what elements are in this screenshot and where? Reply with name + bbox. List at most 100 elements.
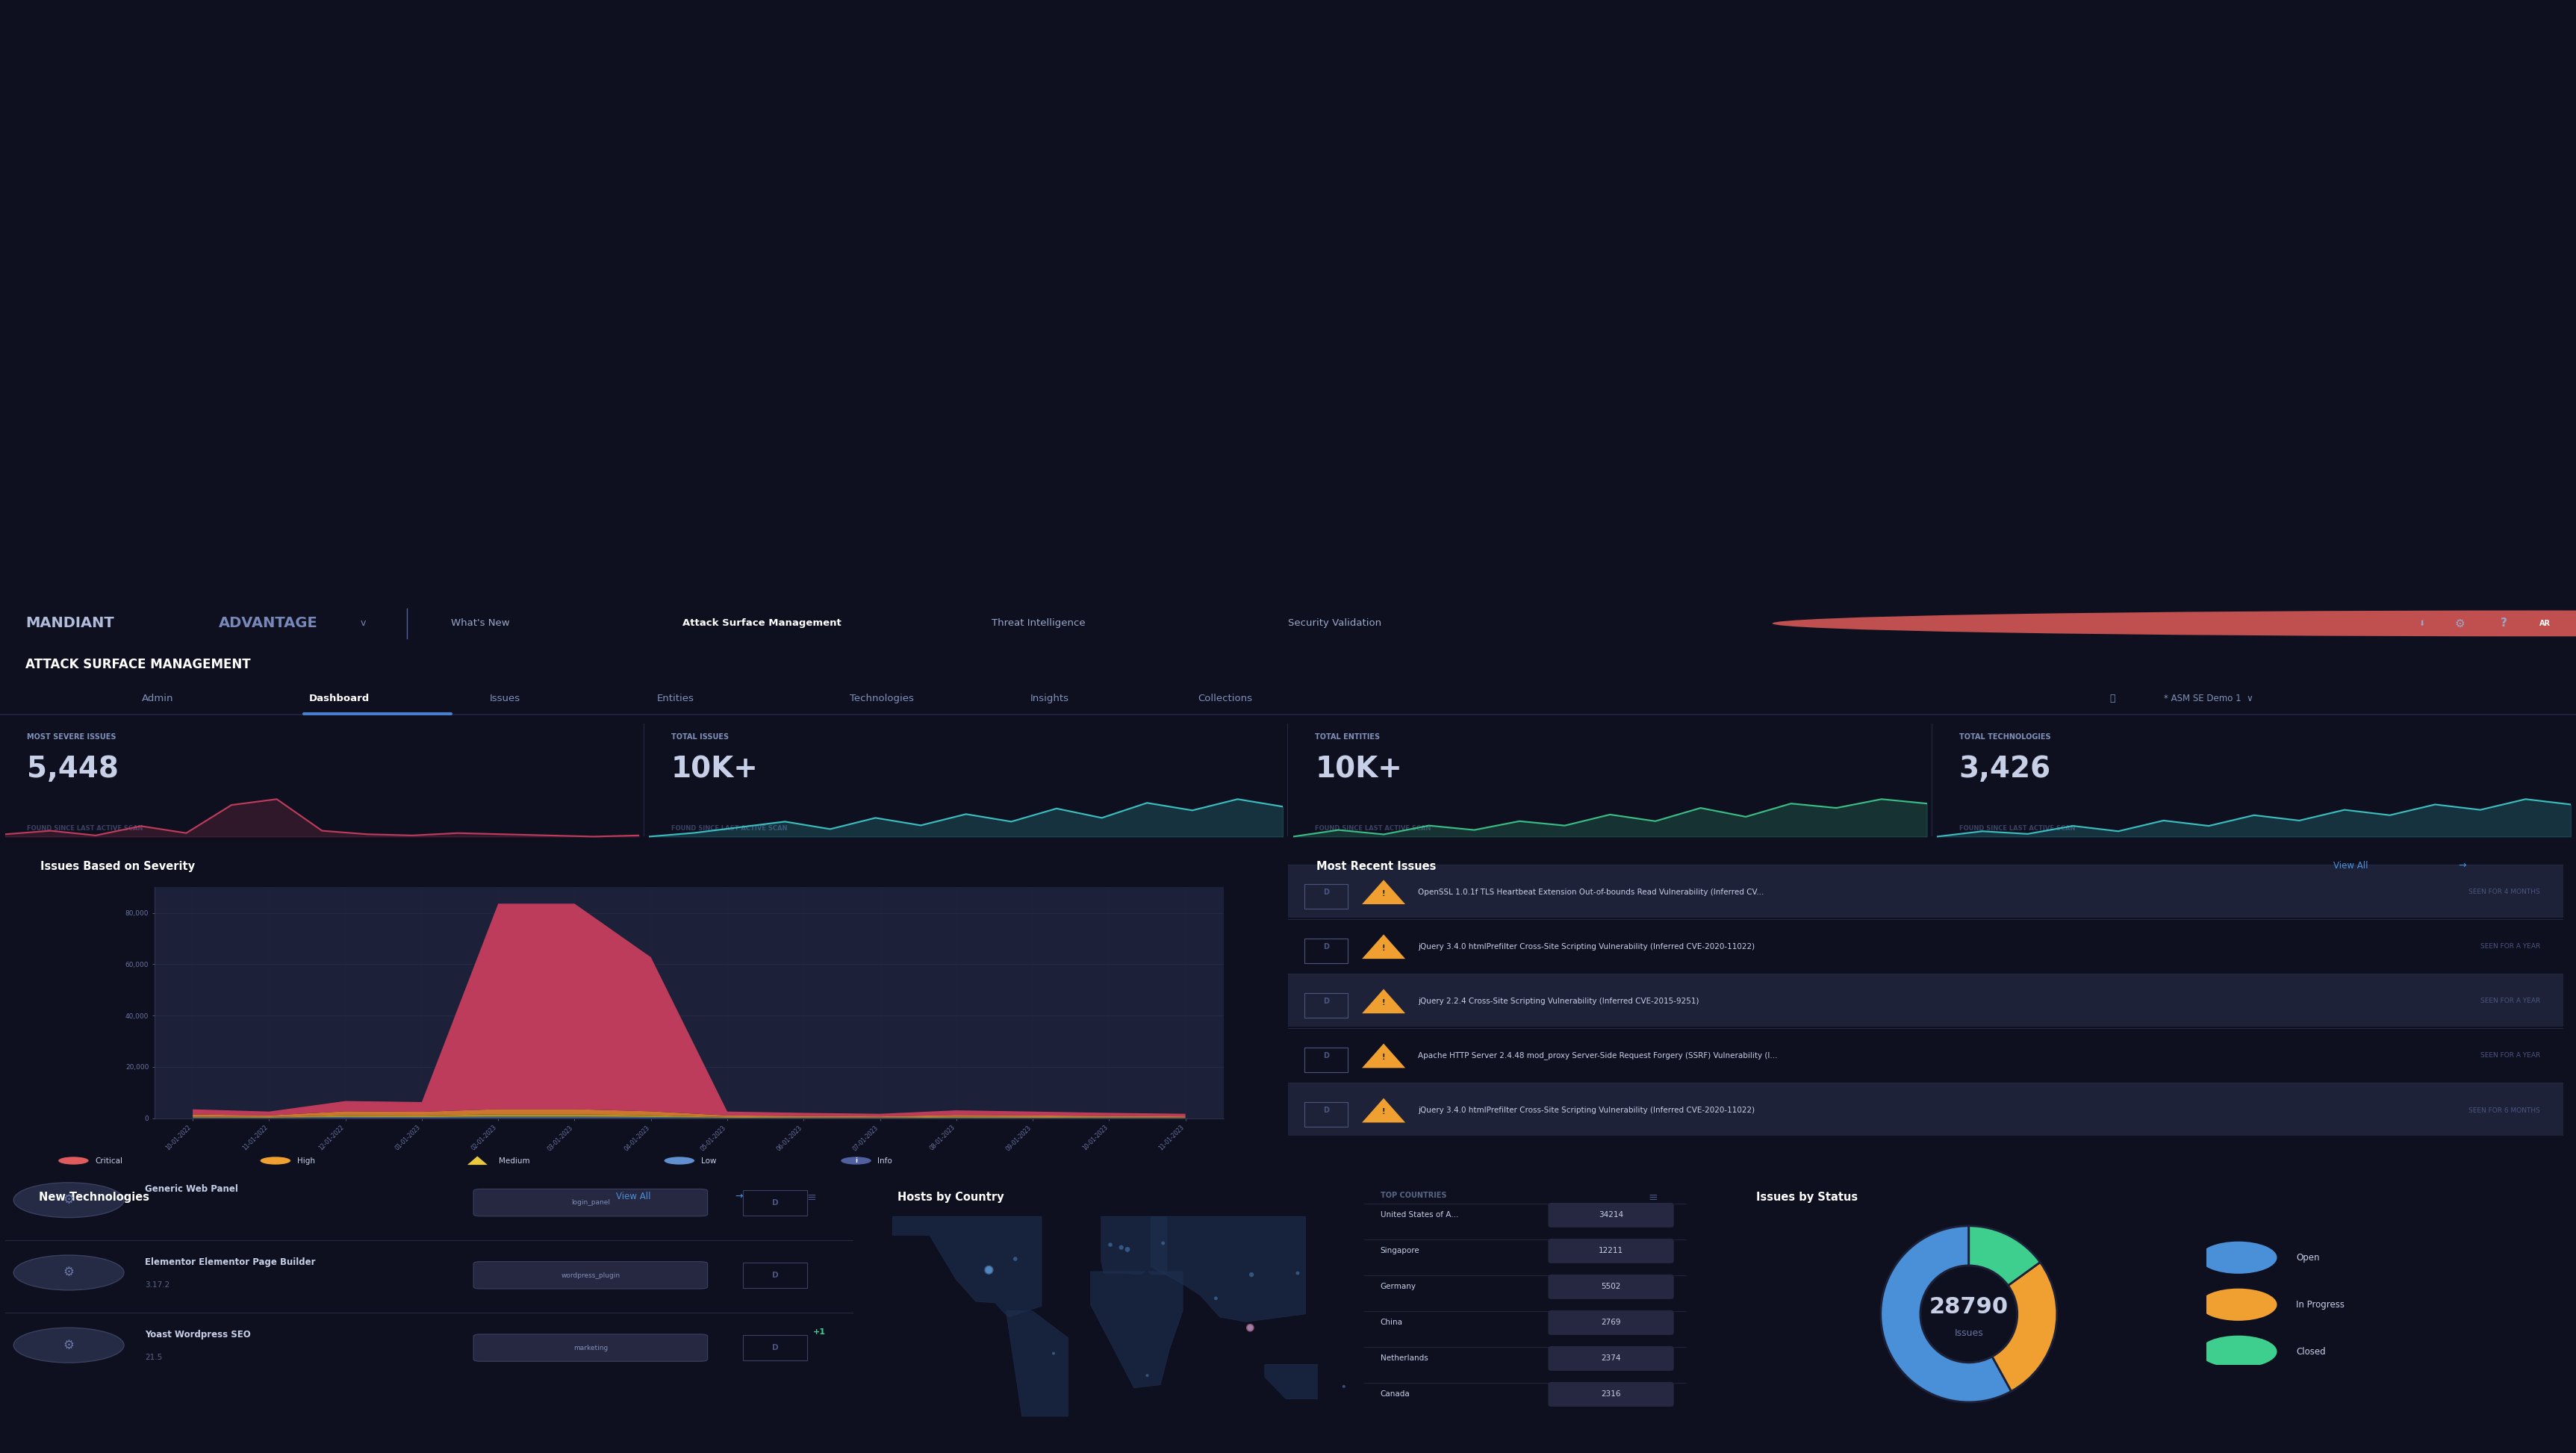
Polygon shape	[1151, 1216, 1306, 1322]
Polygon shape	[1363, 989, 1406, 1013]
Point	[1108, 1238, 1149, 1261]
Text: Generic Web Panel: Generic Web Panel	[144, 1184, 240, 1194]
Text: SEEN FOR A YEAR: SEEN FOR A YEAR	[2481, 943, 2540, 950]
Text: D: D	[773, 1199, 778, 1206]
Text: wordpress_plugin: wordpress_plugin	[562, 1271, 621, 1279]
Text: Netherlands: Netherlands	[1381, 1354, 1427, 1361]
Text: TOTAL ENTITIES: TOTAL ENTITIES	[1314, 732, 1381, 741]
Text: Closed: Closed	[2295, 1347, 2326, 1357]
Point	[1195, 1287, 1236, 1311]
Text: 🗂: 🗂	[2110, 693, 2115, 703]
Circle shape	[840, 1157, 871, 1164]
Text: What's New: What's New	[451, 619, 510, 628]
Text: Issues Based on Severity: Issues Based on Severity	[41, 860, 196, 872]
Text: Issues: Issues	[489, 693, 520, 703]
Text: v: v	[361, 619, 366, 628]
Text: jQuery 3.4.0 htmlPrefilter Cross-Site Scripting Vulnerability (Inferred CVE-2020: jQuery 3.4.0 htmlPrefilter Cross-Site Sc…	[1417, 1107, 1754, 1114]
Text: 3.17.2: 3.17.2	[144, 1282, 170, 1289]
Point	[1144, 1232, 1185, 1255]
Text: 10K+: 10K+	[1314, 756, 1401, 783]
Polygon shape	[1363, 1043, 1406, 1068]
Text: TOTAL TECHNOLOGIES: TOTAL TECHNOLOGIES	[1958, 732, 2050, 741]
Text: Attack Surface Management: Attack Surface Management	[683, 619, 842, 628]
FancyBboxPatch shape	[1288, 1082, 2563, 1136]
Text: !: !	[1381, 1000, 1386, 1007]
Text: ATTACK SURFACE MANAGEMENT: ATTACK SURFACE MANAGEMENT	[26, 658, 250, 671]
Circle shape	[59, 1157, 88, 1164]
Wedge shape	[1880, 1226, 2012, 1402]
Text: 2374: 2374	[1602, 1354, 1620, 1363]
FancyBboxPatch shape	[1288, 865, 2563, 918]
Text: 28790: 28790	[1929, 1296, 2009, 1318]
Text: View All: View All	[2334, 860, 2367, 870]
Point	[1100, 1237, 1141, 1260]
FancyBboxPatch shape	[1548, 1274, 1674, 1299]
Text: Entities: Entities	[657, 693, 693, 703]
Text: D: D	[773, 1271, 778, 1279]
Wedge shape	[1968, 1226, 2040, 1286]
FancyBboxPatch shape	[1548, 1345, 1674, 1370]
Wedge shape	[1991, 1263, 2058, 1392]
Circle shape	[13, 1255, 124, 1290]
Text: D: D	[1324, 943, 1329, 950]
Text: TOTAL ISSUES: TOTAL ISSUES	[670, 732, 729, 741]
Text: AR: AR	[2540, 619, 2550, 628]
Text: 5502: 5502	[1602, 1283, 1620, 1290]
Text: marketing: marketing	[574, 1344, 608, 1351]
Text: Yoast Wordpress SEO: Yoast Wordpress SEO	[144, 1329, 250, 1340]
FancyBboxPatch shape	[474, 1261, 708, 1289]
Text: ⚙: ⚙	[64, 1266, 75, 1279]
Text: D: D	[773, 1344, 778, 1351]
Text: ⚙: ⚙	[64, 1338, 75, 1351]
Polygon shape	[1100, 1216, 1167, 1274]
Point	[1126, 1364, 1167, 1388]
Text: MANDIANT: MANDIANT	[26, 616, 113, 631]
Text: Issues by Status: Issues by Status	[1757, 1191, 1857, 1203]
Text: →: →	[734, 1191, 742, 1202]
Polygon shape	[891, 1216, 1041, 1318]
Text: !: !	[1381, 1109, 1386, 1116]
Polygon shape	[1265, 1364, 1316, 1399]
Text: ⚙: ⚙	[2455, 618, 2465, 629]
Text: jQuery 2.2.4 Cross-Site Scripting Vulnerability (Inferred CVE-2015-9251): jQuery 2.2.4 Cross-Site Scripting Vulner…	[1417, 997, 1700, 1005]
Text: Open: Open	[2295, 1252, 2321, 1263]
FancyBboxPatch shape	[1548, 1311, 1674, 1335]
Text: Apache HTTP Server 2.4.48 mod_proxy Server-Side Request Forgery (SSRF) Vulnerabi: Apache HTTP Server 2.4.48 mod_proxy Serv…	[1417, 1052, 1777, 1059]
Text: !: !	[1381, 889, 1386, 898]
Text: login_panel: login_panel	[572, 1199, 611, 1206]
Text: * ASM SE Demo 1  ∨: * ASM SE Demo 1 ∨	[2164, 693, 2254, 703]
Text: ADVANTAGE: ADVANTAGE	[219, 616, 317, 631]
Text: D: D	[1324, 1107, 1329, 1114]
Circle shape	[1772, 610, 2576, 636]
Text: OpenSSL 1.0.1f TLS Heartbeat Extension Out-of-bounds Read Vulnerability (Inferre: OpenSSL 1.0.1f TLS Heartbeat Extension O…	[1417, 888, 1765, 895]
Text: In Progress: In Progress	[2295, 1300, 2344, 1309]
Text: Security Validation: Security Validation	[1288, 619, 1381, 628]
FancyBboxPatch shape	[1548, 1382, 1674, 1407]
Text: 3,426: 3,426	[1958, 756, 2050, 783]
Text: Admin: Admin	[142, 693, 173, 703]
Text: D: D	[1324, 888, 1329, 895]
Text: Threat Intelligence: Threat Intelligence	[992, 619, 1084, 628]
Polygon shape	[1363, 934, 1406, 959]
Text: Low: Low	[701, 1157, 716, 1164]
Text: FOUND SINCE LAST ACTIVE SCAN: FOUND SINCE LAST ACTIVE SCAN	[670, 825, 788, 831]
Text: United States of A...: United States of A...	[1381, 1210, 1458, 1218]
Point	[969, 1258, 1010, 1282]
Point	[1229, 1316, 1270, 1340]
Text: SEEN FOR A YEAR: SEEN FOR A YEAR	[2481, 998, 2540, 1004]
Polygon shape	[1090, 1271, 1182, 1388]
Text: SEEN FOR 4 MONTHS: SEEN FOR 4 MONTHS	[2468, 889, 2540, 895]
Text: SEEN FOR A YEAR: SEEN FOR A YEAR	[2481, 1052, 2540, 1059]
Text: ?: ?	[2501, 618, 2506, 629]
Text: View All: View All	[616, 1191, 652, 1202]
Text: Most Recent Issues: Most Recent Issues	[1316, 860, 1435, 872]
Point	[1033, 1341, 1074, 1364]
Text: !: !	[1381, 1053, 1386, 1061]
Text: ⬇: ⬇	[2419, 619, 2424, 628]
Circle shape	[665, 1157, 696, 1164]
Text: Elementor Elementor Page Builder: Elementor Elementor Page Builder	[144, 1257, 317, 1267]
Text: Critical: Critical	[95, 1157, 124, 1164]
Text: FOUND SINCE LAST ACTIVE SCAN: FOUND SINCE LAST ACTIVE SCAN	[1958, 825, 2076, 831]
Circle shape	[13, 1183, 124, 1218]
Point	[1090, 1234, 1131, 1257]
